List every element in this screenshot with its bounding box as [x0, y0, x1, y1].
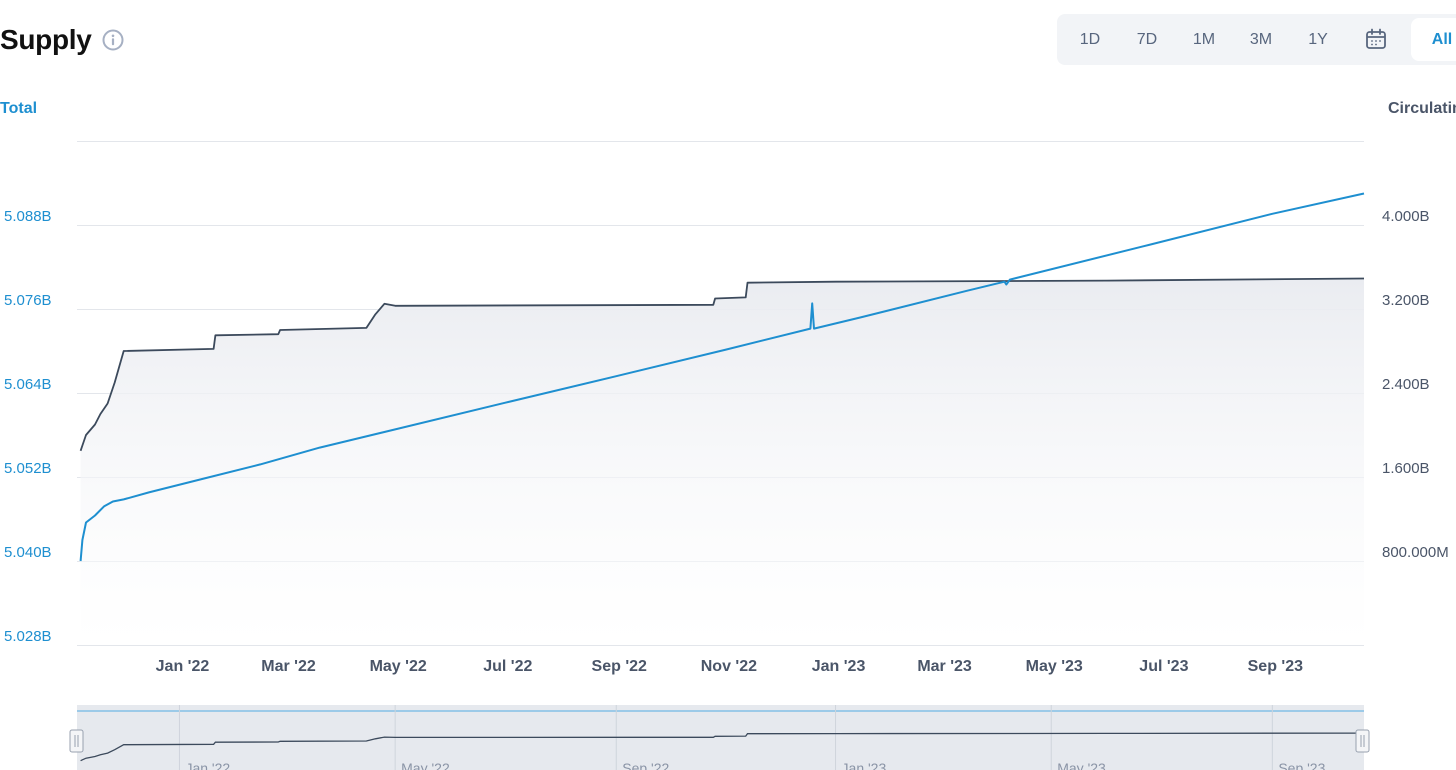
circulating-area: [80, 278, 1365, 645]
x-tick-label: May '22: [370, 658, 427, 675]
navigator-tick-label: May '22: [401, 760, 450, 770]
info-icon[interactable]: [102, 29, 124, 51]
x-tick-label: Sep '23: [1248, 658, 1303, 675]
navigator-tick-label: May '23: [1057, 760, 1106, 770]
range-3m-button[interactable]: 3M: [1249, 31, 1273, 48]
x-tick-label: Jan '22: [156, 658, 210, 675]
x-tick-label: Jul '22: [483, 658, 532, 675]
navigator-tick-label: Sep '23: [1278, 760, 1325, 770]
left-axis-title: Total: [0, 100, 38, 117]
range-7d-button[interactable]: 7D: [1136, 31, 1158, 48]
total-series-line: [79, 192, 1365, 562]
range-1d-button[interactable]: 1D: [1079, 31, 1101, 48]
right-tick-label: 2.400B: [1382, 376, 1430, 393]
navigator-right-handle[interactable]: [1355, 729, 1370, 753]
x-tick-label: Sep '22: [592, 658, 647, 675]
left-tick-label: 5.040B: [4, 544, 52, 561]
left-axis-ticks: 5.028B 5.040B 5.052B 5.064B 5.076B 5.088B: [4, 208, 52, 645]
left-tick-label: 5.088B: [4, 208, 52, 225]
right-tick-label: 3.200B: [1382, 292, 1430, 309]
navigator-tick-label: Sep '22: [622, 760, 669, 770]
right-tick-label: 1.600B: [1382, 460, 1430, 477]
range-all-button[interactable]: All: [1411, 18, 1456, 61]
navigator-circulating-line: [80, 732, 1365, 762]
x-tick-label: Jan '23: [812, 658, 866, 675]
calendar-icon[interactable]: [1365, 28, 1387, 50]
left-tick-label: 5.028B: [4, 628, 52, 645]
navigator-ticks: Jan '22 May '22 Sep '22 Jan '23 May '23 Sep '…: [185, 760, 1325, 770]
range-1m-button[interactable]: 1M: [1192, 31, 1216, 48]
title-row: Supply: [0, 18, 124, 62]
range-1y-button[interactable]: 1Y: [1308, 31, 1328, 48]
left-tick-label: 5.076B: [4, 292, 52, 309]
navigator[interactable]: Jan '22 May '22 Sep '22 Jan '23 May '23 Sep '…: [69, 705, 1370, 770]
navigator-tick-label: Jan '22: [185, 760, 230, 770]
navigator-tick-label: Jan '23: [842, 760, 887, 770]
navigator-left-handle[interactable]: [69, 729, 84, 753]
page-title: Supply: [0, 24, 92, 55]
x-tick-label: May '23: [1026, 658, 1083, 675]
navigator-grid: [178, 705, 1273, 770]
x-tick-label: Mar '22: [261, 658, 316, 675]
right-tick-label: 4.000B: [1382, 208, 1430, 225]
x-tick-label: Mar '23: [917, 658, 972, 675]
right-axis-title: Circulating: [1388, 100, 1456, 117]
left-tick-label: 5.064B: [4, 376, 52, 393]
x-axis-ticks: Jan '22 Mar '22 May '22 Jul '22 Sep '22 Nov '…: [156, 658, 1303, 675]
x-tick-label: Jul '23: [1139, 658, 1188, 675]
time-range-selector: 1D 7D 1M 3M 1Y All: [1057, 14, 1456, 65]
left-tick-label: 5.052B: [4, 460, 52, 477]
right-tick-label: 800.000M: [1382, 544, 1449, 561]
right-axis-ticks: 800.000M 1.600B 2.400B 3.200B 4.000B: [1382, 208, 1449, 561]
navigator-background: [77, 705, 1364, 770]
x-tick-label: Nov '22: [701, 658, 757, 675]
circulating-series-line: [79, 277, 1365, 452]
